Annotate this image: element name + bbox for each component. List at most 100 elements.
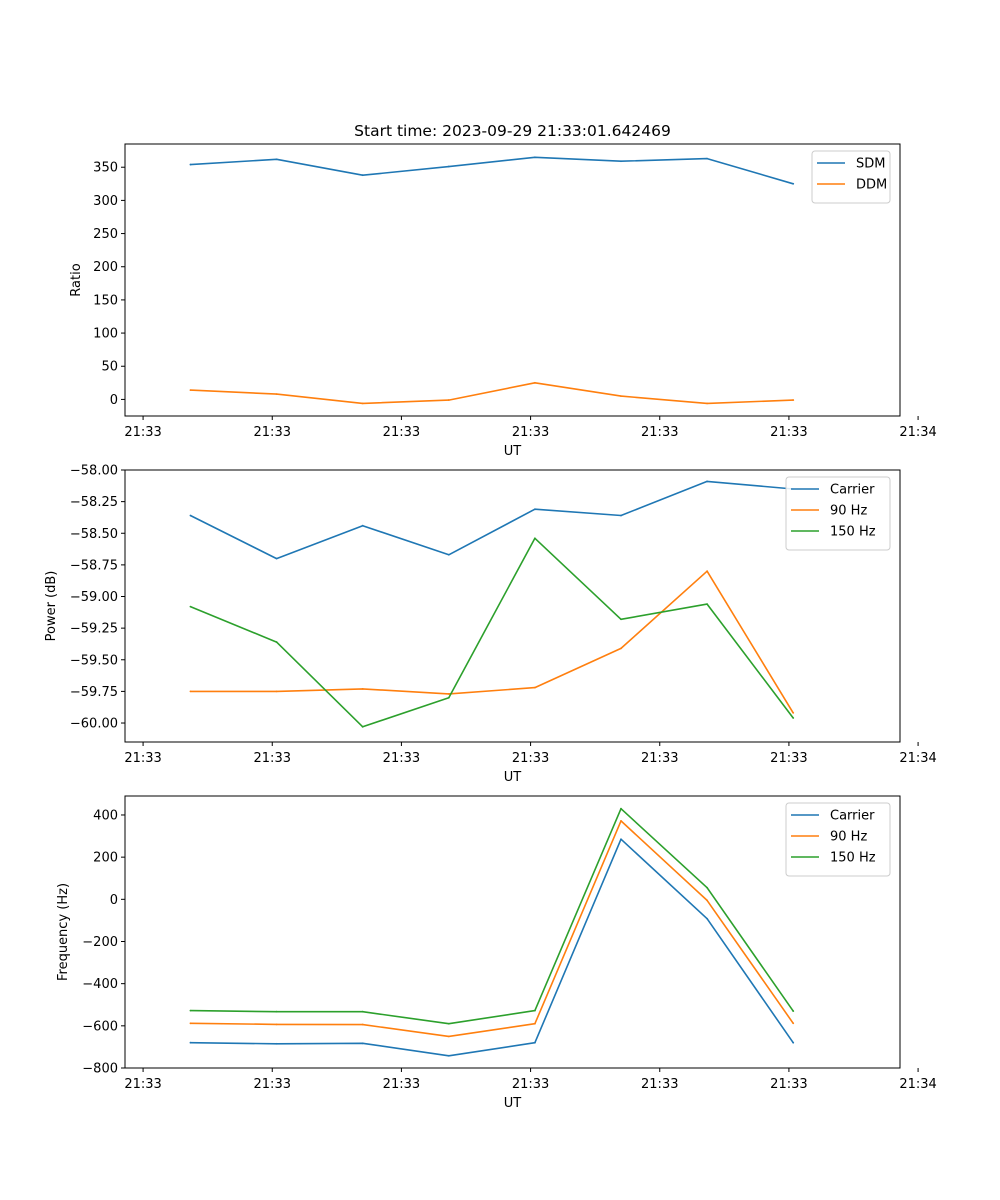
legend-label: Carrier bbox=[830, 483, 875, 498]
y-tick-label: −800 bbox=[82, 1062, 118, 1077]
legend-label: 90 Hz bbox=[830, 504, 867, 519]
data-point bbox=[792, 1010, 795, 1012]
data-point bbox=[361, 1023, 364, 1026]
y-tick-label: −58.75 bbox=[70, 558, 118, 573]
y-tick-label: −58.00 bbox=[70, 464, 118, 479]
legend: Carrier 90 Hz 150 Hz bbox=[785, 802, 891, 877]
data-point bbox=[533, 1041, 536, 1044]
y-tick-label: 200 bbox=[93, 260, 118, 275]
data-point bbox=[706, 402, 709, 405]
x-tick-label: 21:33 bbox=[254, 751, 291, 766]
series-line-150-hz bbox=[190, 537, 794, 728]
y-tick-label: −400 bbox=[82, 977, 118, 992]
data-point bbox=[447, 1035, 450, 1038]
x-tick-label: 21:33 bbox=[512, 425, 549, 440]
data-point bbox=[189, 605, 192, 608]
data-point bbox=[533, 508, 536, 511]
y-axis-label: Frequency (Hz) bbox=[56, 883, 71, 981]
y-tick-label: 150 bbox=[93, 293, 118, 308]
y-tick-label: −59.50 bbox=[70, 653, 118, 668]
data-point bbox=[189, 514, 192, 517]
x-tick-label: 21:33 bbox=[124, 425, 161, 440]
data-point bbox=[620, 819, 622, 822]
y-tick-label: −59.00 bbox=[70, 590, 118, 605]
x-tick-label: 21:33 bbox=[641, 425, 678, 440]
data-point bbox=[792, 399, 795, 401]
y-tick-label: −58.25 bbox=[70, 495, 118, 510]
y-tick-label: 100 bbox=[93, 327, 118, 342]
y-tick-label: 0 bbox=[110, 893, 118, 908]
series-line-90-hz bbox=[190, 820, 794, 1038]
series-line-sdm bbox=[190, 156, 794, 185]
x-tick-label: 21:34 bbox=[899, 751, 936, 766]
y-tick-label: −58.50 bbox=[70, 527, 118, 542]
y-tick-label: 200 bbox=[93, 851, 118, 866]
data-point bbox=[275, 393, 278, 396]
data-point bbox=[792, 1041, 795, 1044]
data-point bbox=[189, 1022, 192, 1025]
data-point bbox=[189, 1041, 192, 1044]
data-point bbox=[620, 647, 622, 650]
legend-label: 90 Hz bbox=[830, 830, 867, 845]
data-point bbox=[792, 717, 795, 719]
y-axis-label: Ratio bbox=[69, 263, 84, 296]
y-tick-label: −59.75 bbox=[70, 685, 118, 700]
x-tick-label: 21:33 bbox=[124, 1077, 161, 1092]
data-point bbox=[620, 618, 622, 621]
data-point bbox=[275, 1042, 278, 1045]
series-line-carrier bbox=[190, 480, 794, 560]
data-point bbox=[275, 557, 278, 560]
x-tick-label: 21:33 bbox=[383, 751, 420, 766]
y-tick-label: 350 bbox=[93, 161, 118, 176]
y-tick-label: 50 bbox=[101, 360, 118, 375]
plot-frame bbox=[124, 143, 901, 417]
data-point bbox=[361, 1042, 364, 1045]
y-tick-label: −600 bbox=[82, 1019, 118, 1034]
plot-frame bbox=[124, 795, 901, 1069]
x-tick-label: 21:33 bbox=[383, 425, 420, 440]
data-point bbox=[275, 1023, 278, 1026]
data-point bbox=[361, 524, 364, 527]
data-point bbox=[189, 690, 192, 693]
x-tick-label: 21:33 bbox=[512, 751, 549, 766]
data-point bbox=[706, 157, 709, 160]
x-axis-label: UT bbox=[504, 444, 522, 459]
x-tick-label: 21:33 bbox=[770, 425, 807, 440]
data-point bbox=[706, 886, 709, 889]
legend: Carrier 90 Hz 150 Hz bbox=[785, 476, 891, 551]
data-point bbox=[533, 1009, 536, 1012]
x-tick-label: 21:33 bbox=[124, 751, 161, 766]
legend-label: DDM bbox=[856, 178, 887, 193]
data-point bbox=[189, 163, 192, 166]
data-point bbox=[792, 182, 795, 185]
data-point bbox=[447, 1022, 450, 1025]
data-point bbox=[361, 402, 364, 405]
x-tick-label: 21:33 bbox=[254, 1077, 291, 1092]
data-point bbox=[447, 399, 450, 401]
y-axis-label: Power (dB) bbox=[44, 571, 59, 642]
data-point bbox=[533, 156, 536, 159]
data-point bbox=[189, 1009, 192, 1012]
x-tick-label: 21:33 bbox=[512, 1077, 549, 1092]
data-point bbox=[792, 1022, 795, 1025]
data-point bbox=[620, 160, 622, 163]
data-point bbox=[533, 1022, 536, 1025]
data-point bbox=[361, 725, 364, 728]
legend-label: Carrier bbox=[830, 809, 875, 824]
data-point bbox=[447, 1054, 450, 1057]
x-tick-label: 21:33 bbox=[641, 1077, 678, 1092]
data-point bbox=[706, 603, 709, 606]
data-point bbox=[706, 480, 709, 483]
data-point bbox=[275, 158, 278, 161]
data-point bbox=[792, 712, 795, 714]
data-point bbox=[533, 686, 536, 689]
data-point bbox=[361, 174, 364, 177]
chart-3: 400 200 0 −200 −400 −600 −800 21:33 21:33 21:33 21… bbox=[56, 795, 937, 1111]
series-line-150-hz bbox=[190, 807, 794, 1025]
data-point bbox=[620, 514, 622, 517]
legend-label: SDM bbox=[856, 157, 885, 172]
x-tick-label: 21:33 bbox=[254, 425, 291, 440]
y-tick-label: 300 bbox=[93, 194, 118, 209]
series-line-90-hz bbox=[190, 570, 794, 714]
data-point bbox=[533, 381, 536, 384]
